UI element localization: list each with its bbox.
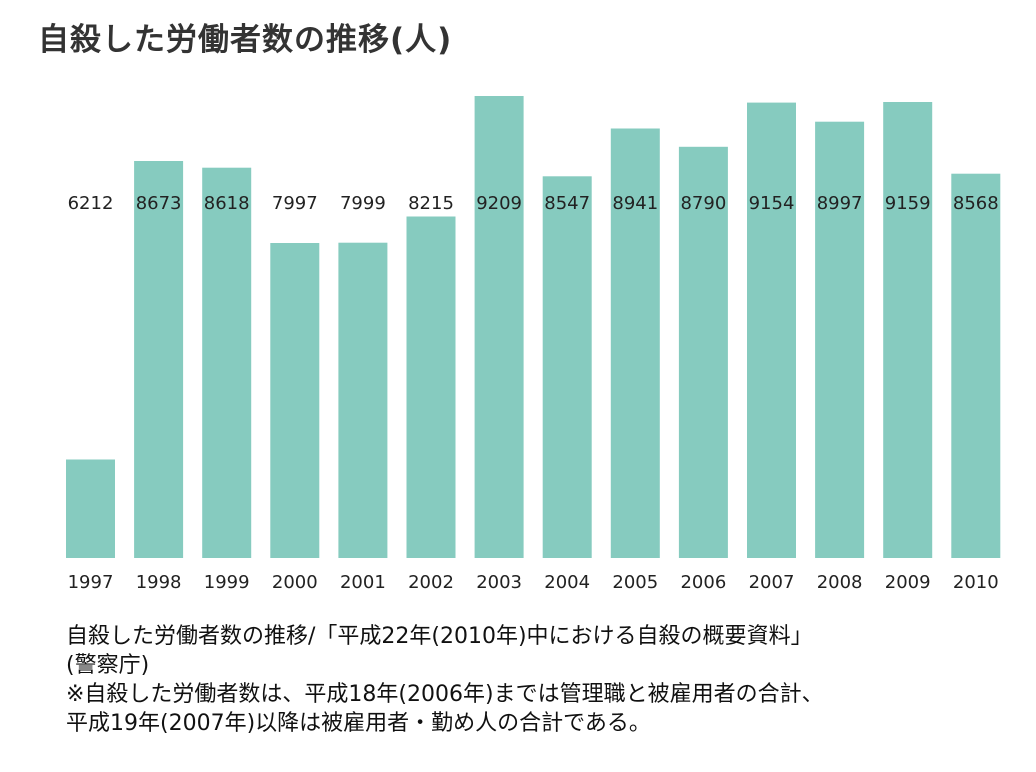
x-tick-label-2005: 2005	[612, 572, 658, 593]
bar-2007	[747, 102, 796, 558]
x-tick-label-2009: 2009	[885, 572, 931, 593]
x-tick-label-2002: 2002	[408, 572, 454, 593]
bar-2006	[678, 146, 728, 559]
x-tick-label-2004: 2004	[544, 572, 590, 593]
x-tick-label-2003: 2003	[476, 572, 522, 593]
caption-line-2: (警察庁)	[66, 653, 150, 678]
x-tick-label-1997: 1997	[68, 572, 114, 593]
bar-2010	[951, 173, 1001, 558]
caption-line-1: 自殺した労働者数の推移/「平成22年(2010年)中における自殺の概要資料」	[66, 624, 813, 649]
x-tick-label-2010: 2010	[953, 572, 999, 593]
value-label-2005: 8941	[612, 193, 658, 214]
caption-line-4: 平成19年(2007年)以降は被雇用者・勤め人の合計である。	[66, 711, 651, 736]
x-tick-label-2007: 2007	[749, 572, 795, 593]
bar-1997	[66, 459, 115, 558]
bar-chart: 6212 1997 8673 1998 8618 1999 7997 2000 7999 2001…	[66, 96, 1001, 593]
value-label-2002: 8215	[408, 193, 454, 214]
bar-2008	[815, 121, 865, 558]
bar-2003	[474, 96, 524, 558]
value-label-2009: 9159	[885, 193, 931, 214]
value-label-2007: 9154	[749, 193, 795, 214]
caption-line-3: ※自殺した労働者数は、平成18年(2006年)までは管理職と被雇用者の合計、	[66, 682, 824, 707]
value-label-2006: 8790	[680, 193, 726, 214]
value-label-2010: 8568	[953, 193, 999, 214]
value-label-2008: 8997	[817, 193, 863, 214]
chart-title: 自殺した労働者数の推移(人)	[38, 22, 453, 58]
value-label-2000: 7997	[272, 193, 318, 214]
value-label-2003: 9209	[476, 193, 522, 214]
x-tick-label-2001: 2001	[340, 572, 386, 593]
bar-1999	[202, 167, 252, 558]
caption: 自殺した労働者数の推移/「平成22年(2010年)中における自殺の概要資料」 (…	[66, 622, 1026, 738]
value-label-1997: 6212	[68, 193, 114, 214]
bar-2000	[270, 243, 320, 558]
x-tick-label-2006: 2006	[680, 572, 726, 593]
value-label-1998: 8673	[136, 193, 182, 214]
x-tick-label-1998: 1998	[136, 572, 182, 593]
bar-2001	[338, 242, 388, 558]
bar-1998	[134, 161, 184, 558]
x-tick-label-2008: 2008	[817, 572, 863, 593]
value-label-2001: 7999	[340, 193, 386, 214]
x-tick-label-2000: 2000	[272, 572, 318, 593]
bar-2009	[883, 102, 933, 558]
bar-2004	[542, 176, 592, 559]
x-tick-label-1999: 1999	[204, 572, 250, 593]
value-label-2004: 8547	[544, 193, 590, 214]
bar-2005	[610, 128, 660, 558]
bar-2002	[406, 216, 456, 558]
value-label-1999: 8618	[204, 193, 250, 214]
